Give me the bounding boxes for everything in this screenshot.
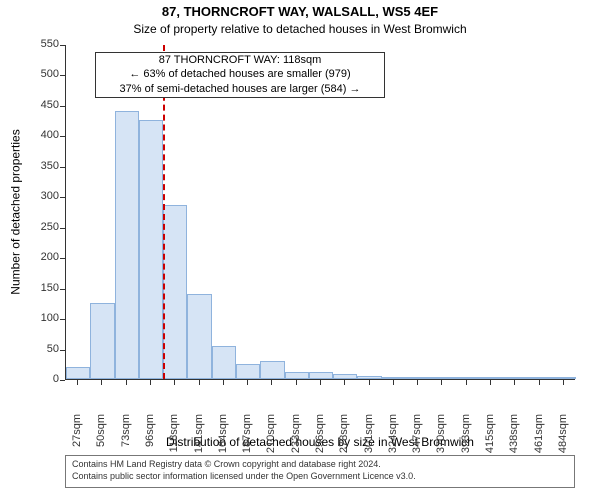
x-tick-label: 393sqm (460, 414, 472, 464)
x-tick-label: 278sqm (338, 414, 350, 464)
x-tick-label: 484sqm (557, 414, 569, 464)
x-tick-mark (271, 380, 272, 385)
x-tick-label: 141sqm (193, 414, 205, 464)
y-tick-mark (60, 75, 65, 76)
x-tick-mark (393, 380, 394, 385)
x-tick-mark (199, 380, 200, 385)
x-tick-mark (320, 380, 321, 385)
x-tick-label: 118sqm (168, 414, 180, 464)
y-tick-label: 550 (25, 38, 59, 50)
x-tick-mark (369, 380, 370, 385)
annotation-line: ← 63% of detached houses are smaller (97… (96, 67, 384, 81)
y-tick-mark (60, 45, 65, 46)
histogram-bar (187, 294, 211, 379)
x-tick-label: 347sqm (411, 414, 423, 464)
histogram-chart: 87, THORNCROFT WAY, WALSALL, WS5 4EF Siz… (0, 0, 600, 500)
x-tick-label: 50sqm (95, 414, 107, 464)
histogram-bar (406, 377, 430, 379)
annotation-line: 37% of semi-detached houses are larger (… (96, 82, 384, 96)
histogram-bar (527, 377, 551, 379)
x-tick-mark (296, 380, 297, 385)
x-tick-label: 73sqm (120, 414, 132, 464)
y-tick-mark (60, 106, 65, 107)
y-tick-label: 250 (25, 221, 59, 233)
x-tick-mark (174, 380, 175, 385)
x-tick-mark (344, 380, 345, 385)
x-tick-mark (223, 380, 224, 385)
y-tick-label: 200 (25, 251, 59, 263)
histogram-bar (285, 372, 309, 379)
histogram-bar (66, 367, 90, 379)
x-tick-label: 256sqm (314, 414, 326, 464)
x-tick-label: 415sqm (484, 414, 496, 464)
y-tick-mark (60, 289, 65, 290)
y-tick-mark (60, 380, 65, 381)
y-tick-mark (60, 258, 65, 259)
y-tick-mark (60, 136, 65, 137)
x-tick-label: 233sqm (290, 414, 302, 464)
chart-subtitle: Size of property relative to detached ho… (0, 22, 600, 36)
histogram-bar (333, 374, 357, 379)
x-tick-label: 187sqm (241, 414, 253, 464)
y-tick-label: 100 (25, 312, 59, 324)
histogram-bar (115, 111, 139, 379)
histogram-bar (236, 364, 260, 379)
x-tick-label: 461sqm (533, 414, 545, 464)
y-tick-mark (60, 319, 65, 320)
x-tick-label: 301sqm (363, 414, 375, 464)
histogram-bar (503, 377, 527, 379)
x-tick-label: 96sqm (144, 414, 156, 464)
x-tick-mark (539, 380, 540, 385)
y-tick-mark (60, 197, 65, 198)
y-tick-mark (60, 228, 65, 229)
x-tick-mark (101, 380, 102, 385)
histogram-bar (479, 377, 503, 379)
x-tick-label: 27sqm (71, 414, 83, 464)
histogram-bar (90, 303, 114, 379)
x-tick-mark (417, 380, 418, 385)
x-tick-mark (150, 380, 151, 385)
chart-title: 87, THORNCROFT WAY, WALSALL, WS5 4EF (0, 4, 600, 19)
x-tick-label: 210sqm (265, 414, 277, 464)
x-tick-mark (466, 380, 467, 385)
histogram-bar (212, 346, 236, 380)
x-tick-mark (441, 380, 442, 385)
histogram-bar (382, 377, 406, 379)
y-tick-label: 450 (25, 99, 59, 111)
footer-line: Contains public sector information licen… (72, 471, 568, 483)
annotation-line: 87 THORNCROFT WAY: 118sqm (96, 53, 384, 67)
y-axis-title: Number of detached properties (8, 44, 22, 379)
x-tick-mark (247, 380, 248, 385)
annotation-box: 87 THORNCROFT WAY: 118sqm← 63% of detach… (95, 52, 385, 98)
x-tick-mark (77, 380, 78, 385)
histogram-bar (552, 377, 576, 379)
y-tick-label: 50 (25, 343, 59, 355)
histogram-bar (163, 205, 187, 379)
y-tick-label: 400 (25, 129, 59, 141)
histogram-bar (139, 120, 163, 379)
x-tick-label: 438sqm (508, 414, 520, 464)
y-tick-label: 500 (25, 68, 59, 80)
histogram-bar (309, 372, 333, 379)
y-tick-label: 0 (25, 373, 59, 385)
x-tick-mark (126, 380, 127, 385)
histogram-bar (357, 376, 381, 379)
x-tick-mark (490, 380, 491, 385)
histogram-bar (430, 377, 454, 379)
histogram-bar (455, 377, 479, 379)
x-tick-mark (563, 380, 564, 385)
x-tick-mark (514, 380, 515, 385)
y-tick-mark (60, 350, 65, 351)
y-tick-label: 350 (25, 160, 59, 172)
y-tick-mark (60, 167, 65, 168)
x-tick-label: 324sqm (387, 414, 399, 464)
x-tick-label: 370sqm (435, 414, 447, 464)
histogram-bar (260, 361, 284, 379)
x-tick-label: 164sqm (217, 414, 229, 464)
y-tick-label: 150 (25, 282, 59, 294)
y-tick-label: 300 (25, 190, 59, 202)
